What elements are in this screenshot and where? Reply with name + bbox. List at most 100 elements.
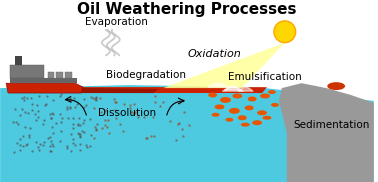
Point <box>152 94 158 97</box>
Point <box>36 94 42 97</box>
Point <box>21 95 27 98</box>
Point <box>50 112 56 115</box>
Point <box>22 125 28 128</box>
Point <box>157 104 163 107</box>
Point <box>88 96 94 99</box>
Polygon shape <box>40 87 158 93</box>
Point <box>186 124 192 126</box>
Point <box>180 98 186 101</box>
Point <box>70 122 76 125</box>
Point <box>77 148 83 151</box>
Polygon shape <box>10 65 43 78</box>
Point <box>48 149 54 152</box>
Point <box>48 116 54 119</box>
Ellipse shape <box>268 90 276 94</box>
Point <box>45 137 51 140</box>
Text: Emulsification: Emulsification <box>228 72 302 82</box>
Point <box>91 106 97 109</box>
Ellipse shape <box>212 113 220 117</box>
Point <box>17 144 23 147</box>
Point <box>81 98 87 100</box>
Point <box>91 136 98 139</box>
Point <box>102 124 108 126</box>
Point <box>68 150 74 153</box>
Point <box>160 101 166 104</box>
Ellipse shape <box>263 116 271 120</box>
Point <box>57 139 64 142</box>
Point <box>35 109 41 112</box>
Point <box>81 105 87 108</box>
Point <box>25 112 31 115</box>
Point <box>76 132 82 135</box>
Point <box>72 143 78 146</box>
Point <box>112 100 118 103</box>
Polygon shape <box>279 83 374 182</box>
Point <box>135 116 141 118</box>
Point <box>131 103 137 106</box>
Point <box>77 134 83 137</box>
Ellipse shape <box>220 97 231 103</box>
Point <box>71 97 77 100</box>
Point <box>92 98 98 100</box>
Point <box>98 111 104 114</box>
Point <box>127 104 133 107</box>
Point <box>17 137 23 140</box>
Ellipse shape <box>241 123 250 127</box>
Point <box>33 118 39 121</box>
Ellipse shape <box>248 96 257 101</box>
Point <box>112 108 118 111</box>
Point <box>68 132 74 135</box>
Point <box>180 135 186 138</box>
Point <box>75 124 81 126</box>
Point <box>132 110 138 113</box>
Point <box>43 102 49 105</box>
Point <box>117 123 123 126</box>
Point <box>11 150 17 153</box>
Text: Dissolution: Dissolution <box>98 108 156 118</box>
Point <box>57 129 64 132</box>
Point <box>23 143 29 145</box>
Point <box>94 122 100 125</box>
Point <box>29 150 35 153</box>
Point <box>58 121 64 124</box>
Point <box>67 106 73 109</box>
Point <box>76 117 82 120</box>
Point <box>9 121 15 124</box>
Ellipse shape <box>208 93 217 98</box>
FancyBboxPatch shape <box>56 72 64 78</box>
Point <box>97 97 103 100</box>
Point <box>77 143 84 145</box>
Point <box>93 95 99 98</box>
Point <box>19 107 25 110</box>
FancyBboxPatch shape <box>65 72 72 78</box>
Text: Evaporation: Evaporation <box>85 17 148 27</box>
Text: Sedimentation: Sedimentation <box>293 120 369 130</box>
Point <box>50 145 56 147</box>
Point <box>64 108 70 111</box>
Ellipse shape <box>229 108 240 114</box>
Point <box>14 123 20 126</box>
Point <box>176 102 182 104</box>
Point <box>41 119 47 122</box>
Point <box>77 136 84 139</box>
Polygon shape <box>40 87 267 93</box>
Point <box>87 145 93 148</box>
Point <box>150 116 156 118</box>
Point <box>36 145 42 148</box>
Point <box>77 123 83 126</box>
Point <box>87 118 93 120</box>
Polygon shape <box>163 43 285 88</box>
Ellipse shape <box>238 115 247 120</box>
Point <box>167 119 173 122</box>
Point <box>83 144 89 147</box>
Point <box>99 127 105 130</box>
Point <box>93 96 99 99</box>
Point <box>81 118 87 121</box>
Point <box>70 141 76 144</box>
Point <box>64 145 70 147</box>
Text: Oxidation: Oxidation <box>188 49 242 58</box>
Point <box>49 111 55 114</box>
Point <box>84 104 90 107</box>
Point <box>176 121 182 124</box>
Point <box>65 117 71 120</box>
